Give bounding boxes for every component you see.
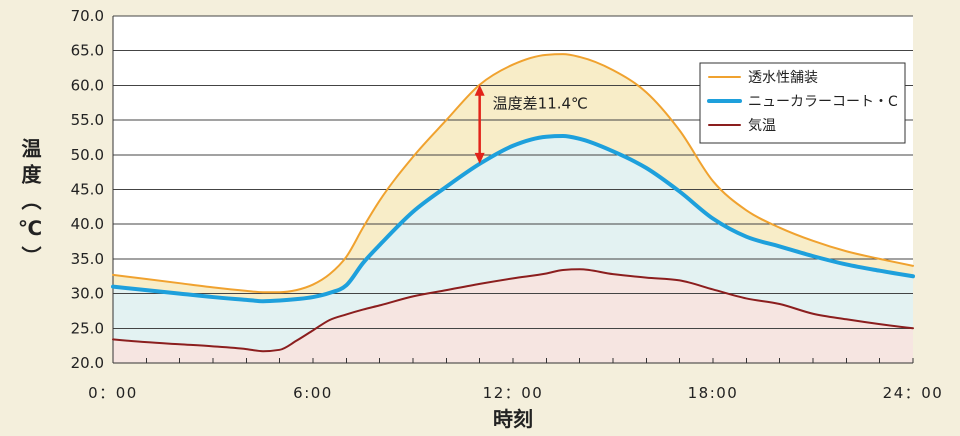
series-area-0	[113, 54, 913, 302]
series-lines	[111, 53, 915, 353]
x-tick-label: 12：00	[483, 384, 544, 402]
y-tick-label: 65.0	[71, 42, 104, 60]
series-line-0	[112, 53, 914, 294]
series-area-2	[113, 269, 913, 363]
legend-label-1: ニューカラーコート・C	[748, 94, 898, 110]
y-tick-label: 55.0	[71, 111, 104, 129]
legend-label-2: 気温	[748, 118, 776, 134]
y-axis-label: 温度（℃）	[18, 138, 42, 272]
x-tick-label: 6:00	[293, 384, 333, 402]
y-tick-label: 70.0	[71, 7, 104, 25]
series-line-2	[112, 268, 914, 353]
x-tick-label: 0：00	[88, 384, 138, 402]
y-tick-label: 40.0	[71, 215, 104, 233]
axis-ticks: 20.0 25.0 30.0 35.0 40.0 45.0 50.0 55.0 60.0 65.0…	[71, 7, 944, 431]
y-tick-label: 45.0	[71, 181, 104, 199]
x-tick-label: 24：00	[883, 384, 944, 402]
annotation-arrowhead-top	[474, 84, 485, 96]
y-tick-label: 50.0	[71, 146, 104, 164]
y-tick-label: 35.0	[71, 250, 104, 268]
y-tick-label: 25.0	[71, 319, 104, 337]
y-tick-label: 20.0	[71, 354, 104, 372]
x-axis-label: 時刻	[493, 407, 533, 431]
annotation: 温度差11.4℃	[474, 84, 588, 164]
y-tick-label: 60.0	[71, 76, 104, 94]
annotation-label: 温度差11.4℃	[493, 95, 588, 113]
y-tick-label: 30.0	[71, 285, 104, 303]
legend-label-0: 透水性舗装	[748, 70, 818, 86]
annotation-arrowhead-bottom	[474, 152, 485, 164]
x-tick-label: 18:00	[688, 384, 739, 402]
series-line-1	[111, 134, 915, 304]
